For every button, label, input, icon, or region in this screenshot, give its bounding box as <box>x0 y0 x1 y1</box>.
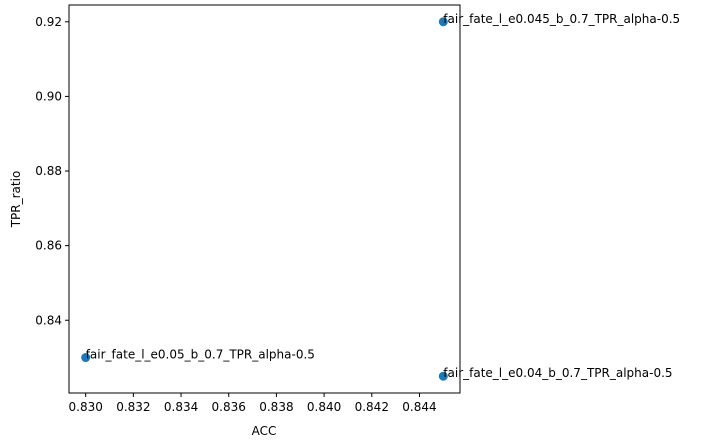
y-tick-label: 0.86 <box>35 239 62 253</box>
x-tick-label: 0.840 <box>307 400 341 414</box>
point-annotation: fair_fate_l_e0.04_b_0.7_TPR_alpha-0.5 <box>443 366 672 380</box>
scatter-point <box>438 17 448 27</box>
plot-frame <box>68 4 461 394</box>
y-tick-label: 0.88 <box>35 164 62 178</box>
point-annotation: fair_fate_l_e0.045_b_0.7_TPR_alpha-0.5 <box>443 12 680 26</box>
x-tick-label: 0.838 <box>259 400 293 414</box>
scatter-point <box>81 353 91 363</box>
y-tick-label: 0.92 <box>35 15 62 29</box>
x-axis-ticks: 0.830 0.832 0.834 0.836 0.838 0.840 0.842 0.844 <box>69 393 437 414</box>
y-tick-label: 0.84 <box>35 313 62 327</box>
y-axis-ticks: 0.84 0.86 0.88 0.90 0.92 <box>35 15 69 327</box>
x-tick-label: 0.844 <box>402 400 436 414</box>
x-tick-label: 0.834 <box>164 400 198 414</box>
x-tick-label: 0.830 <box>69 400 103 414</box>
x-tick-label: 0.832 <box>116 400 150 414</box>
point-annotation: fair_fate_l_e0.05_b_0.7_TPR_alpha-0.5 <box>86 348 315 362</box>
data-points <box>81 17 448 381</box>
x-tick-label: 0.842 <box>355 400 389 414</box>
y-axis-label: TPR_ratio <box>9 171 23 229</box>
plot-area <box>69 5 460 393</box>
x-tick-label: 0.836 <box>212 400 246 414</box>
y-tick-label: 0.90 <box>35 89 62 103</box>
point-labels: fair_fate_l_e0.045_b_0.7_TPR_alpha-0.5fa… <box>86 12 680 380</box>
x-axis-label: ACC <box>252 424 277 438</box>
scatter-point <box>438 371 448 381</box>
